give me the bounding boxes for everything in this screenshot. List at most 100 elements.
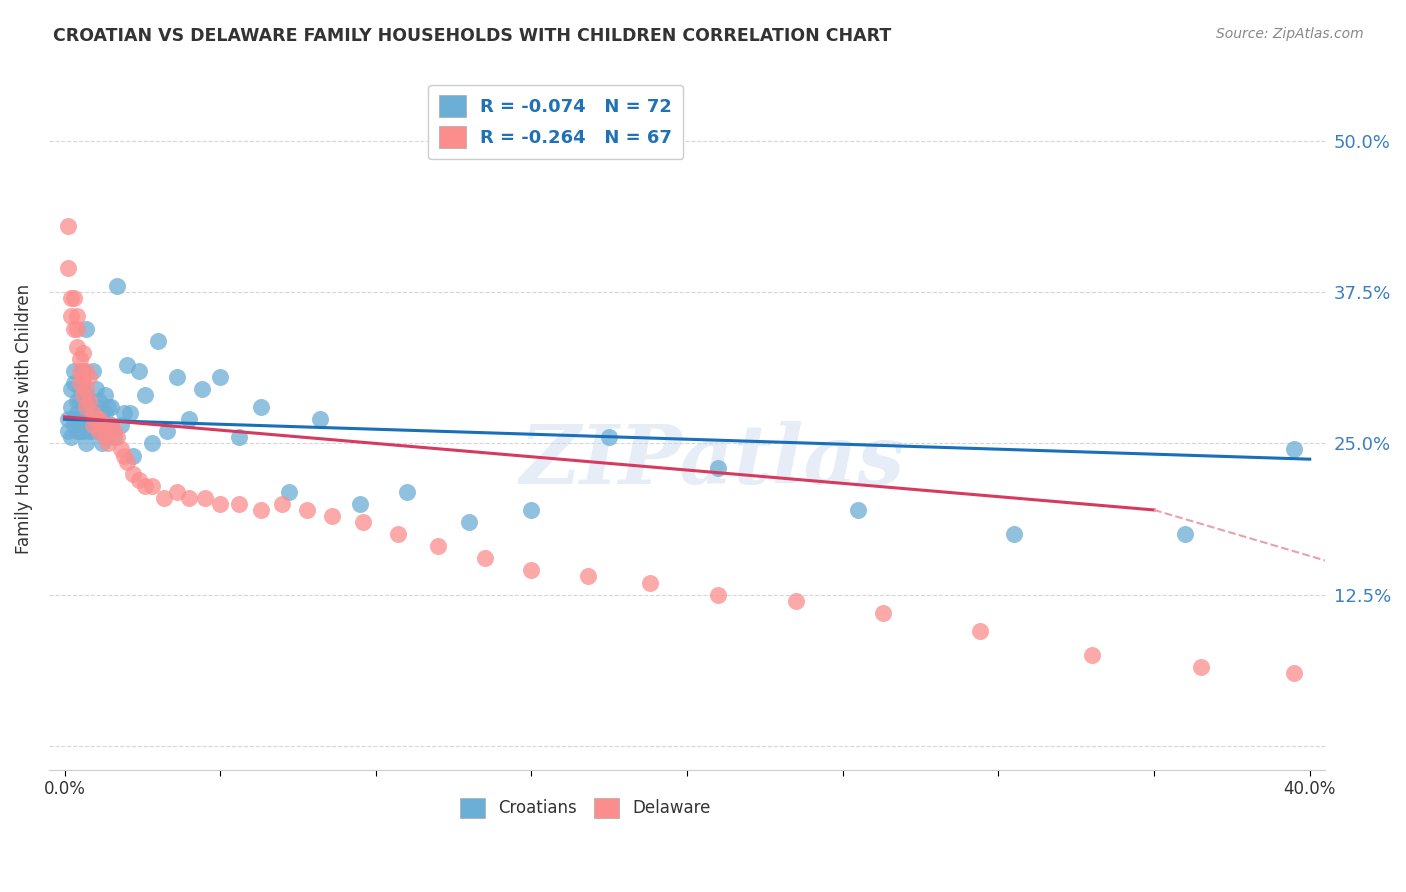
Text: ZIPatlas: ZIPatlas [520,421,905,501]
Point [128,473,150,487]
Point [94,406,117,420]
Point [277,484,299,499]
Point [75,321,97,335]
Point [427,539,450,553]
Point [82,425,104,439]
Point [115,358,138,372]
Point [872,606,894,620]
Point [72,370,94,384]
Point [94,388,117,402]
Point [707,460,730,475]
Point [194,491,217,505]
Point [84,418,107,433]
Point [638,575,661,590]
Point [63,321,86,335]
Point [66,394,89,409]
Point [63,412,86,426]
Point [82,418,104,433]
Point [249,400,271,414]
Point [63,364,86,378]
Point [177,412,200,426]
Point [249,503,271,517]
Point [166,484,188,499]
Point [75,388,97,402]
Point [69,351,91,366]
Point [707,588,730,602]
Point [72,388,94,402]
Point [107,430,129,444]
Point [1361,678,1384,692]
Point [87,425,110,439]
Point [75,364,97,378]
Point [59,382,82,396]
Point [90,418,112,433]
Point [1002,527,1025,541]
Point [141,436,163,450]
Point [59,400,82,414]
Point [228,497,250,511]
Point [785,593,807,607]
Point [56,425,79,439]
Point [84,400,107,414]
Point [122,467,145,481]
Point [59,291,82,305]
Point [1174,527,1197,541]
Point [90,406,112,420]
Point [349,497,371,511]
Point [79,400,101,414]
Point [115,454,138,468]
Point [308,412,330,426]
Point [134,479,156,493]
Point [82,406,104,420]
Point [146,334,169,348]
Point [59,310,82,324]
Point [72,376,94,390]
Point [100,418,122,433]
Point [156,425,179,439]
Point [107,279,129,293]
Point [63,418,86,433]
Point [297,503,319,517]
Text: CROATIAN VS DELAWARE FAMILY HOUSEHOLDS WITH CHILDREN CORRELATION CHART: CROATIAN VS DELAWARE FAMILY HOUSEHOLDS W… [53,27,891,45]
Point [1282,666,1305,681]
Point [128,364,150,378]
Point [166,370,188,384]
Point [598,430,620,444]
Point [97,436,120,450]
Point [79,425,101,439]
Point [79,418,101,433]
Point [153,491,176,505]
Point [458,515,481,529]
Point [72,364,94,378]
Point [69,376,91,390]
Point [59,430,82,444]
Point [84,382,107,396]
Point [75,400,97,414]
Point [1282,442,1305,457]
Point [66,340,89,354]
Point [66,321,89,335]
Point [846,503,869,517]
Point [112,449,135,463]
Point [177,491,200,505]
Point [69,412,91,426]
Point [75,436,97,450]
Point [94,430,117,444]
Y-axis label: Family Households with Children: Family Households with Children [15,285,32,554]
Point [1081,648,1104,662]
Point [110,418,132,433]
Point [134,388,156,402]
Point [66,406,89,420]
Point [69,425,91,439]
Point [474,551,496,566]
Point [387,527,409,541]
Point [141,479,163,493]
Point [969,624,991,638]
Point [69,394,91,409]
Point [87,394,110,409]
Point [75,382,97,396]
Point [103,430,125,444]
Point [82,412,104,426]
Point [69,364,91,378]
Point [103,425,125,439]
